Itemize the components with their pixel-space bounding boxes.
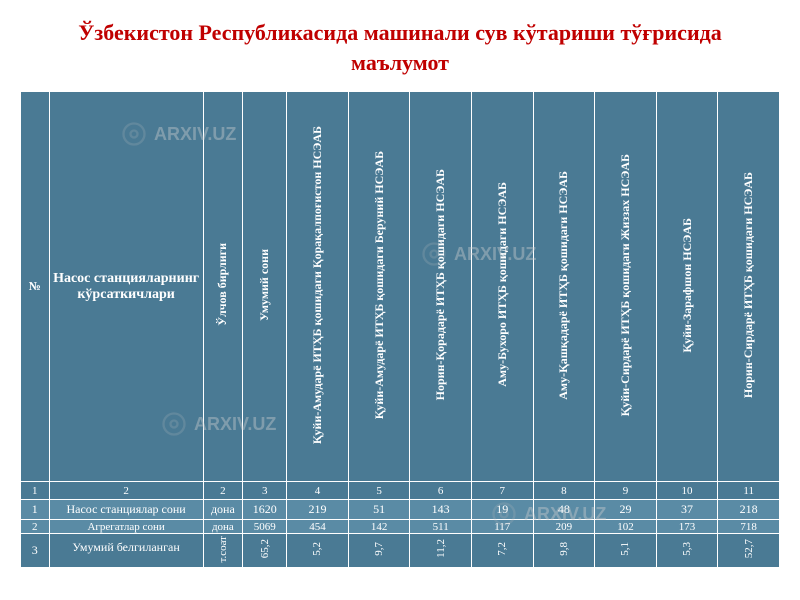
col-region-7: Норин-Сирдарё ИТҲБ қошидаги НСЭАБ <box>718 92 780 482</box>
cell: 51 <box>348 500 410 520</box>
col-indicator: Насос станцияларнинг кўрсаткичлари <box>49 92 203 482</box>
cell: 11 <box>718 482 780 500</box>
cell: 1 <box>21 482 50 500</box>
page-title: Ўзбекистон Республикасида машинали сув к… <box>0 0 800 91</box>
cell: 2 <box>21 520 50 534</box>
cell: 19 <box>471 500 533 520</box>
col-region-4: Аму-Қашқадарё ИТҲБ қошидаги НСЭАБ <box>533 92 595 482</box>
cell: 102 <box>595 520 657 534</box>
cell: 718 <box>718 520 780 534</box>
cell: 219 <box>287 500 349 520</box>
cell-label: Умумий белгиланган <box>49 534 203 568</box>
cell: 454 <box>287 520 349 534</box>
cell: 6 <box>410 482 472 500</box>
cell: 9,7 <box>348 534 410 568</box>
col-region-5: Қуйи-Сирдарё ИТҲБ қошидаги Жиззах НСЭАБ <box>595 92 657 482</box>
cell: 5 <box>348 482 410 500</box>
column-number-row: 1 2 2 3 4 5 6 7 8 9 10 11 <box>21 482 780 500</box>
cell: 65,2 <box>243 534 287 568</box>
col-region-0: Қуйи-Амударё ИТҲБ қошидаги Қорақалпоғист… <box>287 92 349 482</box>
cell: 2 <box>203 482 243 500</box>
col-unit: Ўлчов бирлиги <box>203 92 243 482</box>
col-region-3: Аму-Бухоро ИТҲБ қошидаги НСЭАБ <box>471 92 533 482</box>
cell: т.соат <box>203 534 243 568</box>
cell: 5,2 <box>287 534 349 568</box>
cell: 1620 <box>243 500 287 520</box>
col-total: Умумий сони <box>243 92 287 482</box>
table-row-partial: 3 Умумий белгиланган т.соат 65,2 5,2 9,7… <box>21 534 780 568</box>
cell: 511 <box>410 520 472 534</box>
cell: 9 <box>595 482 657 500</box>
cell: 29 <box>595 500 657 520</box>
cell: 7,2 <box>471 534 533 568</box>
cell: 1 <box>21 500 50 520</box>
cell-label: Насос станциялар сони <box>49 500 203 520</box>
cell: 218 <box>718 500 780 520</box>
cell: 143 <box>410 500 472 520</box>
cell: 3 <box>21 534 50 568</box>
col-region-1: Қуйи-Амударё ИТҲБ қошидаги Беруний НСЭАБ <box>348 92 410 482</box>
cell: 52,7 <box>718 534 780 568</box>
table-row: 2 Агрегатлар сони дона 5069 454 142 511 … <box>21 520 780 534</box>
cell: дона <box>203 500 243 520</box>
cell: дона <box>203 520 243 534</box>
col-region-2: Норин-Қорадарё ИТҲБ қошидаги НСЭАБ <box>410 92 472 482</box>
cell: 5069 <box>243 520 287 534</box>
cell: 2 <box>49 482 203 500</box>
cell: 48 <box>533 500 595 520</box>
cell: 8 <box>533 482 595 500</box>
header-row: № Насос станцияларнинг кўрсаткичлари Ўлч… <box>21 92 780 482</box>
col-number: № <box>21 92 50 482</box>
cell-label: Агрегатлар сони <box>49 520 203 534</box>
data-table: № Насос станцияларнинг кўрсаткичлари Ўлч… <box>20 91 780 568</box>
cell: 5,1 <box>595 534 657 568</box>
cell: 10 <box>656 482 718 500</box>
cell: 142 <box>348 520 410 534</box>
cell: 11,2 <box>410 534 472 568</box>
cell: 117 <box>471 520 533 534</box>
cell: 3 <box>243 482 287 500</box>
col-region-6: Қуйи-Зарафшон НСЭАБ <box>656 92 718 482</box>
cell: 7 <box>471 482 533 500</box>
cell: 209 <box>533 520 595 534</box>
cell: 37 <box>656 500 718 520</box>
cell: 9,8 <box>533 534 595 568</box>
cell: 5,3 <box>656 534 718 568</box>
table-row: 1 Насос станциялар сони дона 1620 219 51… <box>21 500 780 520</box>
cell: 4 <box>287 482 349 500</box>
cell: 173 <box>656 520 718 534</box>
